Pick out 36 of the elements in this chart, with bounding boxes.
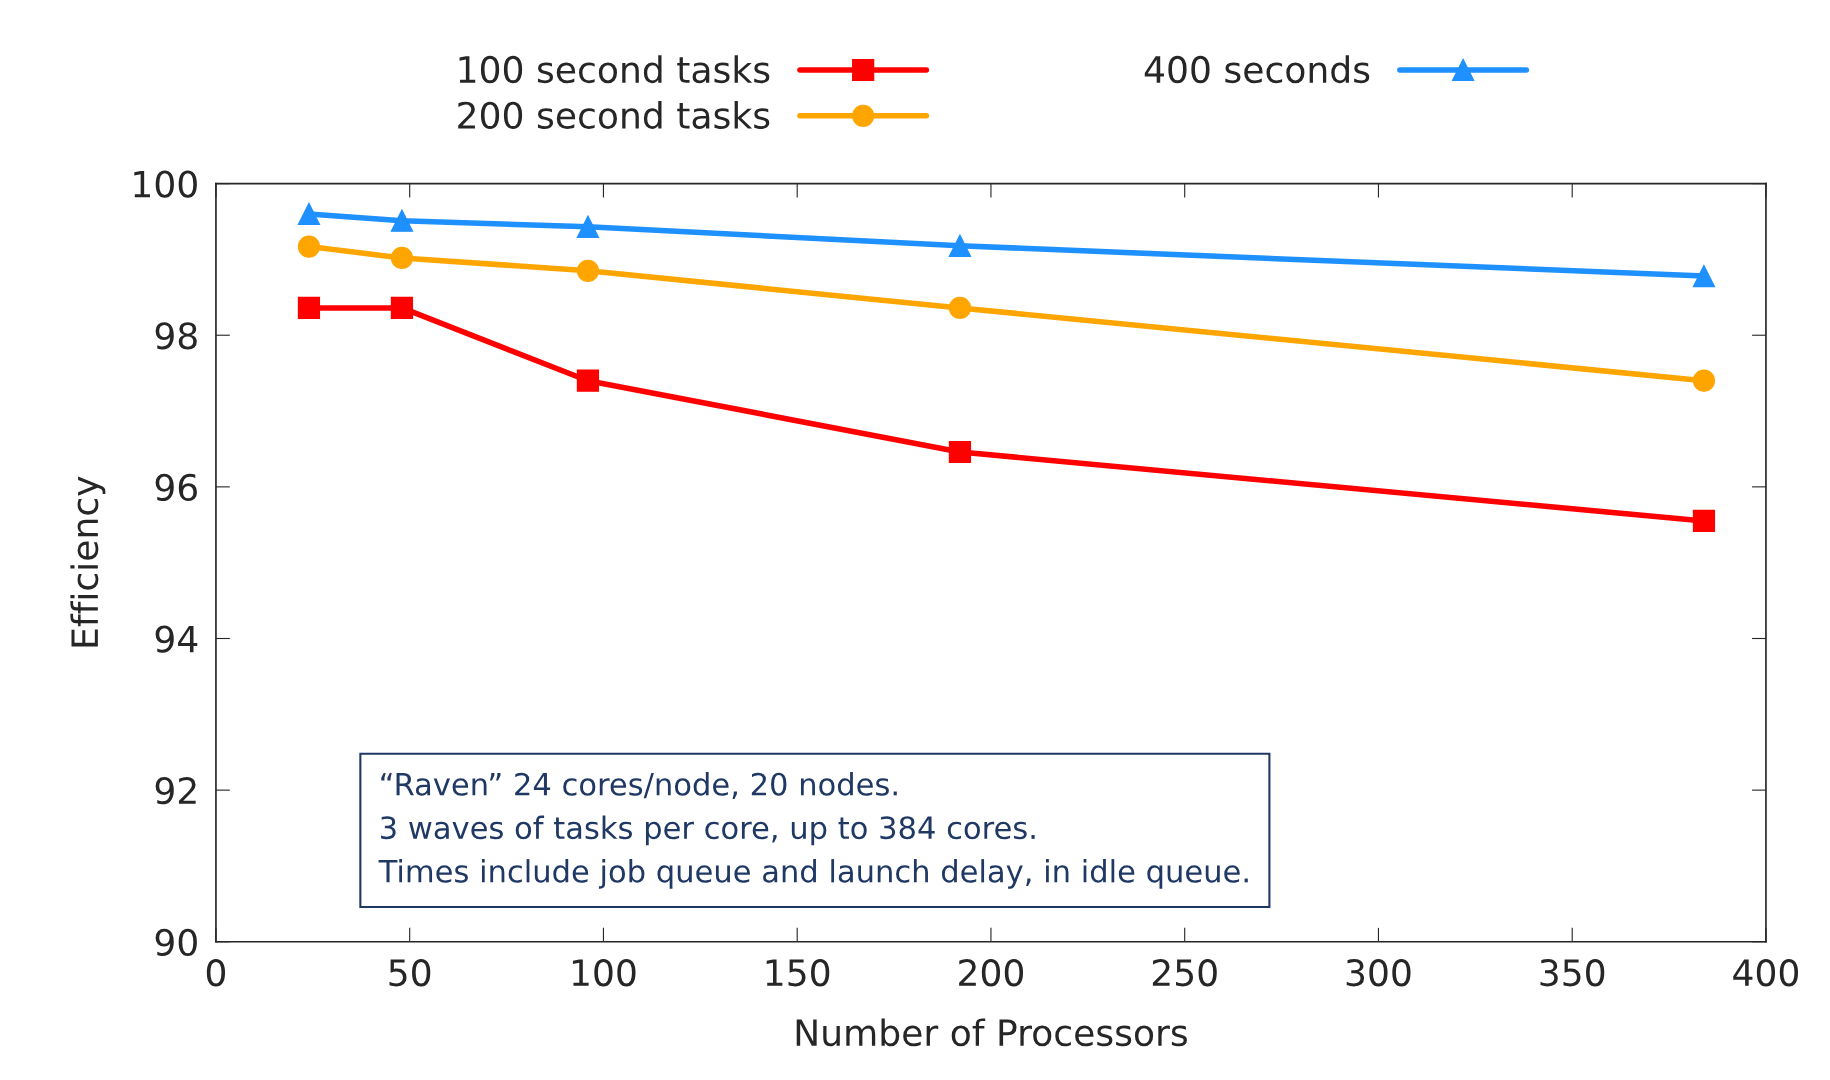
legend-label: 400 seconds [1144,55,1370,84]
point [297,296,321,320]
point [576,369,600,392]
y-tick-label: 90 [155,928,197,956]
y-tick-label: 100 [134,170,197,198]
y-axis-title: Efficiency [70,476,106,647]
x-tick-label: 400 [1733,959,1799,987]
point [1692,369,1716,392]
y-tick-label: 92 [155,777,196,805]
y-tick-label: 98 [155,322,197,350]
point [576,215,600,238]
x-tick-label: 250 [1152,959,1217,987]
annotation: “Raven” 24 cores/node, 20 nodes. 3 waves of tasks per core, up to 384 cores. Times include job queue and launch delay, in idle queue. [378,772,1248,889]
point [948,440,972,464]
x-tick-label: 300 [1346,959,1411,987]
point [948,296,972,320]
x-tick-label: 0 [206,959,226,987]
point [390,209,414,232]
x-tick-label: 50 [389,959,431,987]
point [297,235,321,258]
point [390,296,414,320]
x-axis-title: Number of Processors [796,1018,1187,1047]
point [297,202,321,226]
x-tick-label: 350 [1540,959,1605,987]
point [390,246,414,270]
point [1692,509,1716,533]
x-tick-label: 150 [766,959,830,987]
legend-label: 100 second tasks [459,55,770,84]
legend-label: 200 second tasks [458,100,770,129]
y-tick-label: 96 [155,473,197,502]
point [948,234,972,257]
x-tick-label: 100 [572,959,636,987]
x-tick-label: 200 [959,959,1024,987]
y-tick-label: 94 [155,625,198,653]
point [1692,264,1716,288]
point [576,259,600,282]
